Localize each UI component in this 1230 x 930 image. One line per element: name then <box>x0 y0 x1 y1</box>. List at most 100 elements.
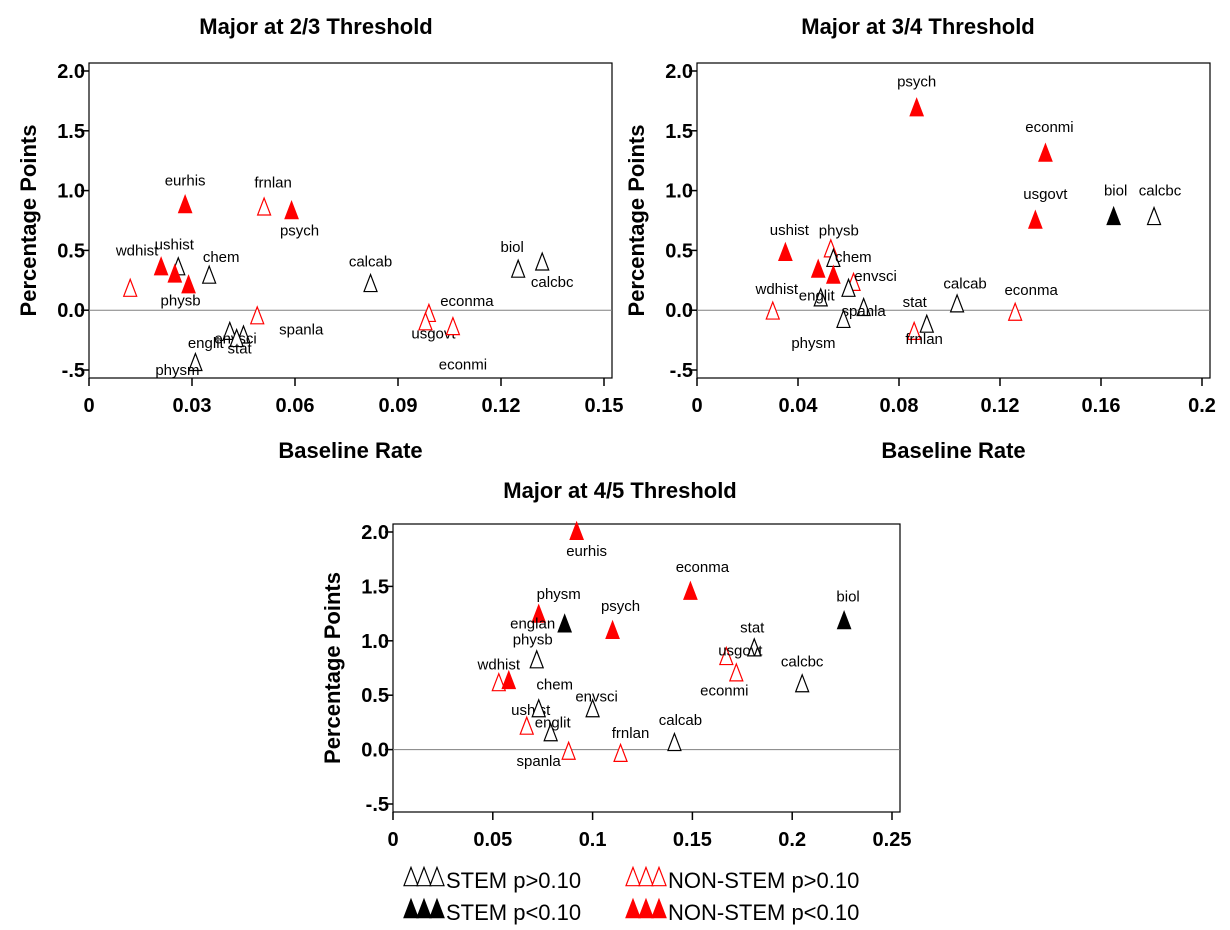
point-label: englit <box>799 288 836 305</box>
legend-item: STEM p<0.10 <box>403 897 581 925</box>
point-label: wdhist <box>115 243 159 260</box>
data-point-stat <box>229 327 245 348</box>
data-point-calcbc <box>794 673 810 693</box>
y-tick-label: 0.0 <box>57 300 85 322</box>
point-label: usgovt <box>718 642 763 659</box>
x-tick-label: 0.04 <box>779 395 819 417</box>
point-label: chem <box>536 677 573 694</box>
legend-marker-triangle <box>416 897 432 919</box>
data-point-usgovt <box>418 311 433 331</box>
data-point-unlabeled <box>841 277 856 297</box>
point-label: usgovt <box>411 326 456 343</box>
legend-marker-triangle <box>638 897 654 919</box>
chart-title: Major at 2/3 Threshold <box>199 14 433 39</box>
data-point-englan <box>557 613 573 633</box>
x-tick-label: 0.1 <box>579 829 607 851</box>
legend: STEM p>0.10 NON-STEM p>0.10 STEM p<0.10 NON… <box>403 865 859 925</box>
point-label: eurhis <box>165 172 206 189</box>
data-point-usgovt <box>718 645 734 666</box>
legend-marker-triangle <box>429 897 445 919</box>
data-point-psych <box>909 97 925 117</box>
legend-marker-triangle <box>625 897 641 919</box>
point-label: englit <box>188 335 225 352</box>
data-point-physm <box>836 308 851 329</box>
legend-marker-triangle <box>625 865 641 887</box>
legend-marker-triangle <box>403 897 419 919</box>
data-point-wdhist <box>153 256 169 276</box>
point-label: calcbc <box>1139 182 1182 199</box>
x-tick-label: 0.25 <box>873 829 912 851</box>
legend-marker-triangle <box>638 865 654 887</box>
point-label: chem <box>203 249 240 266</box>
plot-frame <box>88 62 613 379</box>
point-label: ushist <box>155 237 195 254</box>
y-tick-label: 0.5 <box>665 240 693 262</box>
data-point-frnlan <box>613 742 628 762</box>
x-tick-label: 0.12 <box>482 395 521 417</box>
point-label: stat <box>740 620 765 637</box>
y-tick-label: 2.0 <box>665 61 693 83</box>
point-label: englit <box>535 714 572 731</box>
x-tick-label: 0.09 <box>379 395 418 417</box>
legend-label: STEM p<0.10 <box>446 900 581 925</box>
data-point-englit <box>543 722 559 742</box>
data-point-stat <box>746 637 762 657</box>
point-label: spanla <box>842 303 887 320</box>
x-tick-label: 0.2 <box>778 829 806 851</box>
data-point-econmi <box>445 315 461 336</box>
point-label: econmi <box>1025 119 1073 136</box>
data-point-unlabeled <box>501 669 517 690</box>
point-label: chem <box>835 249 872 266</box>
data-point-frnlan <box>906 320 922 340</box>
legend-marker-triangle <box>429 865 445 887</box>
data-point-eurhis <box>569 520 585 541</box>
chart-panel-1: Major at 2/3 Threshold 0 0.03 0.06 0.09 0.12 0… <box>16 14 623 463</box>
legend-label: STEM p>0.10 <box>446 868 581 893</box>
y-tick-label: -.5 <box>62 360 85 382</box>
x-tick-label: 0.2 <box>1188 395 1216 417</box>
x-tick-label: 0.15 <box>673 829 712 851</box>
point-label: frnlan <box>254 175 292 192</box>
point-label: econma <box>1004 282 1058 299</box>
point-label: calcab <box>659 712 702 729</box>
y-axis-label: Percentage Points <box>320 572 345 764</box>
x-tick-label: 0 <box>83 395 94 417</box>
data-point-englit <box>222 320 238 340</box>
legend-marker-triangle <box>651 865 667 887</box>
data-point-spanla <box>561 740 577 760</box>
data-point-econma <box>1007 301 1023 321</box>
data-point-chem <box>201 264 217 284</box>
data-point-econmi <box>1038 142 1053 162</box>
data-point-calcbc <box>534 251 550 271</box>
plot-frame <box>392 523 901 813</box>
y-tick-label: 0.5 <box>361 685 389 707</box>
point-label: eurhis <box>566 543 607 560</box>
y-tick-label: 0.5 <box>57 240 85 262</box>
y-axis-label: Percentage Points <box>16 125 41 317</box>
point-label: calcbc <box>531 274 574 291</box>
plot-frame <box>696 62 1211 379</box>
y-axis-label: Percentage Points <box>624 125 649 317</box>
data-point-calcbc <box>1146 205 1162 226</box>
point-label: ushist <box>770 222 810 239</box>
y-tick-label: 2.0 <box>57 61 85 83</box>
point-label: econma <box>440 293 494 310</box>
y-tick-label: 0.0 <box>361 740 389 762</box>
data-point-econmi <box>728 662 744 682</box>
y-tick-label: 1.0 <box>665 181 693 203</box>
y-tick-label: -.5 <box>670 360 693 382</box>
x-tick-label: 0.08 <box>880 395 919 417</box>
data-point-envsci <box>585 698 600 718</box>
point-label: calcab <box>943 276 986 293</box>
y-tick-label: 1.0 <box>57 181 85 203</box>
x-tick-label: 0.03 <box>173 395 212 417</box>
point-label: physb <box>819 223 859 240</box>
x-tick-label: 0.06 <box>276 395 315 417</box>
y-tick-label: 1.5 <box>665 121 693 143</box>
x-tick-label: 0.16 <box>1082 395 1121 417</box>
data-point-eurhis <box>177 193 193 214</box>
legend-marker-triangle <box>651 897 667 919</box>
data-point-englit <box>813 287 829 307</box>
chart-panel-2: Major at 3/4 Threshold 0 0.04 0.08 0.12 0.16 0… <box>624 14 1216 463</box>
